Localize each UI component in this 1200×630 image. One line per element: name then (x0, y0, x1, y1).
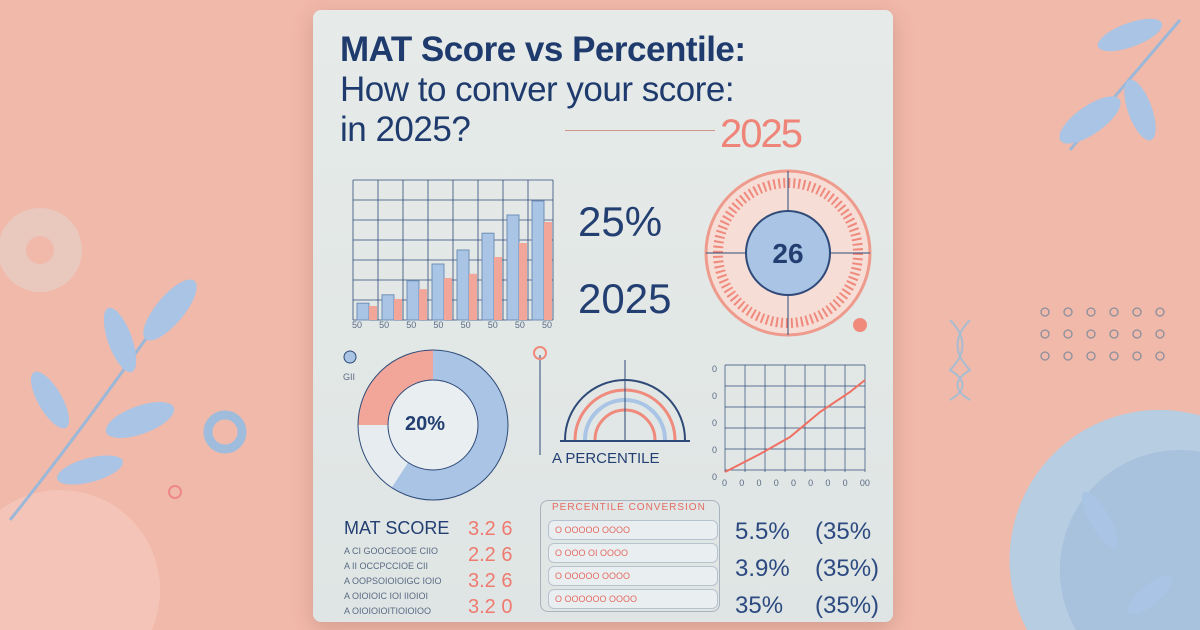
line-y-tick: 0 (712, 445, 718, 455)
bar-pink (519, 243, 527, 320)
stat-percent: 25% (578, 198, 663, 245)
score-value: 3.2 6 (468, 518, 513, 540)
list-item: A II OCCPCCIOE CII (344, 561, 429, 571)
line-x-tick: 0 (842, 478, 848, 488)
score-value: 2.2 6 (468, 544, 513, 566)
line-x-tick: 0 (756, 478, 762, 488)
bar-blue (356, 302, 370, 321)
line-x-tick: 0 (722, 478, 728, 488)
score-value: 3.2 0 (468, 596, 513, 618)
row-label: O OOOOO OOOO (555, 525, 631, 535)
bar-pink (394, 299, 402, 320)
line-y-tick: 0 (712, 418, 718, 428)
line-x-tick: 0 (739, 478, 745, 488)
percent-value: (35%) (815, 555, 880, 582)
bar-blue (531, 200, 545, 321)
title-line-3: in 2025? (340, 110, 471, 149)
mat-score-list: A CI GOOCEOOE CIIO A II OCCPCCIOE CII A … (344, 546, 442, 616)
bar-blue (406, 280, 420, 321)
divider (565, 130, 715, 131)
table-row[interactable]: O OOOOOO OOOO (548, 589, 718, 609)
leaf-decoration (8, 18, 1182, 615)
line-y-axis: 0 0 0 0 0 (712, 364, 717, 482)
bar-pink (369, 306, 377, 320)
bar-pink (494, 257, 502, 320)
line-chart (724, 364, 866, 473)
bar-tick: 50 (379, 320, 390, 330)
line-x-tick: 0 (773, 478, 779, 488)
list-item: A OOPSOIOIOIGC IOIO (344, 576, 442, 586)
line-x-tick: 0 (808, 478, 814, 488)
line-y-tick: 0 (712, 364, 718, 374)
mat-score-heading: MAT SCORE (344, 518, 450, 538)
bar-pink (444, 278, 452, 320)
dot-grid-decoration (1040, 307, 1165, 361)
arc-label: A PERCENTILE (552, 450, 660, 467)
line-series (724, 379, 866, 473)
bar-blue (506, 214, 520, 321)
row-label: O OOOOO OOOO (555, 571, 631, 581)
donut-value: 20% (405, 413, 446, 435)
bar-tick: 50 (433, 320, 444, 330)
bar-tick: 50 (460, 320, 471, 330)
bar-tick: 50 (406, 320, 417, 330)
score-value: 3.2 6 (468, 570, 513, 592)
donut-label: GII (343, 372, 356, 382)
title-line-2: How to conver your score: (340, 70, 735, 109)
bar-x-axis: 50 50 50 50 50 50 50 50 (352, 320, 552, 330)
year-badge: 2025 (720, 112, 803, 156)
table-row[interactable]: O OOOOO OOOO (548, 566, 718, 586)
bar-pink (419, 289, 427, 320)
percent-value: 3.9% (735, 555, 790, 582)
list-item: A OIOIOIC IOI IIOIOI (344, 591, 429, 601)
bar-blue (431, 263, 445, 321)
gauge-value: 26 (772, 238, 804, 269)
table-row[interactable]: O OOO OI OOOO (548, 543, 718, 563)
stat-year: 2025 (578, 275, 672, 322)
percentile-arc (533, 346, 690, 455)
row-label: O OOO OI OOOO (555, 548, 629, 558)
mat-score-values: 3.2 6 2.2 6 3.2 6 3.2 0 (468, 518, 512, 619)
bar-blue (481, 232, 495, 321)
row-label: O OOOOOO OOOO (555, 594, 638, 604)
bar-pink (544, 222, 552, 320)
table-row[interactable]: O OOOOO OOOO (548, 520, 718, 540)
bar-tick: 50 (352, 320, 363, 330)
line-x-axis: 0 0 0 0 0 0 0 0 00 (722, 478, 870, 488)
donut-chart (343, 349, 509, 501)
percent-value: 35% (735, 592, 784, 619)
percent-column-1: 5.5% 3.9% 35% (735, 518, 790, 619)
ring-decoration (203, 410, 247, 454)
percent-column-2: (35% (35%) (35%) (815, 518, 879, 619)
bar-tick: 50 (541, 320, 552, 330)
line-x-tick: 00 (859, 478, 870, 488)
bar-blue (456, 249, 470, 321)
bar-tick: 50 (487, 320, 498, 330)
line-y-tick: 0 (712, 472, 718, 482)
dna-icon (948, 319, 972, 401)
list-item: A CI GOOCEOOE CIIO (344, 546, 439, 556)
circular-gauge (704, 169, 872, 337)
percent-value: (35% (815, 518, 872, 545)
percent-value: 5.5% (735, 518, 790, 545)
percentile-table (540, 500, 720, 612)
percent-value: (35%) (815, 592, 880, 619)
pink-circle-decoration (0, 489, 161, 630)
line-x-tick: 0 (790, 478, 796, 488)
bar-chart (352, 179, 554, 321)
line-y-tick: 0 (712, 391, 718, 401)
bar-blue (381, 294, 395, 321)
title-line-1: MAT Score vs Percentile: (340, 30, 746, 69)
bar-tick: 50 (514, 320, 525, 330)
line-x-tick: 0 (825, 478, 831, 488)
bar-pink (469, 273, 477, 320)
list-item: A OIOIOIOITIOIOIOO (344, 606, 432, 616)
table-heading: PERCENTILE CONVERSION (552, 502, 706, 513)
